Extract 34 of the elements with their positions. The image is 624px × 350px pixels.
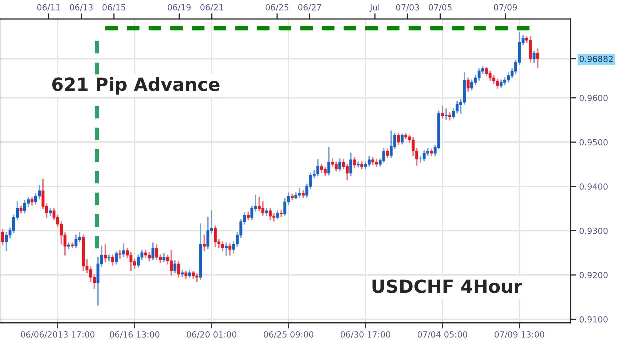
x2-tick-label: 07/09 <box>494 4 518 12</box>
x2-tick-label: 06/15 <box>102 4 126 12</box>
x-tick-label: 06/25 09:00 <box>264 332 314 338</box>
annotation: USDCHF 4Hour <box>372 280 523 294</box>
annotation: 621 Pip Advance <box>52 77 220 95</box>
x-tick-label: 06/20 01:00 <box>187 332 237 338</box>
y-tick-label: 0.9300 <box>580 228 608 234</box>
x2-tick-label: 06/25 <box>266 4 289 12</box>
x-tick-label: 07/04 05:00 <box>418 332 468 338</box>
x-tick-label: 06/16 13:00 <box>110 332 160 338</box>
x2-tick-label: 07/05 <box>428 4 452 12</box>
y-tick-label: 0.9100 <box>580 316 608 323</box>
candlestick <box>419 156 422 163</box>
y-tick-label: 0.9200 <box>580 272 608 279</box>
x2-tick-label: Jul <box>370 4 380 12</box>
x2-tick-label: 06/13 <box>70 4 93 12</box>
x2-tick-label: 06/11 <box>37 4 60 12</box>
x-tick-label: 07/09 13:00 <box>494 332 544 338</box>
y-tick-label: 0.9500 <box>580 139 608 146</box>
candlestick <box>71 242 74 248</box>
candlestick <box>272 213 276 222</box>
y-tick-label: 0.9400 <box>580 184 608 190</box>
x-tick-label: 06/30 17:00 <box>340 332 391 338</box>
candlestick <box>108 254 111 262</box>
candlestick <box>196 274 199 283</box>
x2-tick-label: 07/03 <box>396 4 420 12</box>
y-tick-label: 0.9600 <box>580 95 608 102</box>
x2-tick-label: 06/27 <box>298 4 322 12</box>
x2-tick-label: 06/19 <box>168 4 191 12</box>
candlestick <box>118 250 122 260</box>
x-tick-label: 06/06/2013 17:00 <box>21 332 95 338</box>
candlestick <box>356 162 360 168</box>
y-tick-label: 0.96882 <box>580 56 613 62</box>
x2-tick-label: 06/21 <box>200 4 224 12</box>
